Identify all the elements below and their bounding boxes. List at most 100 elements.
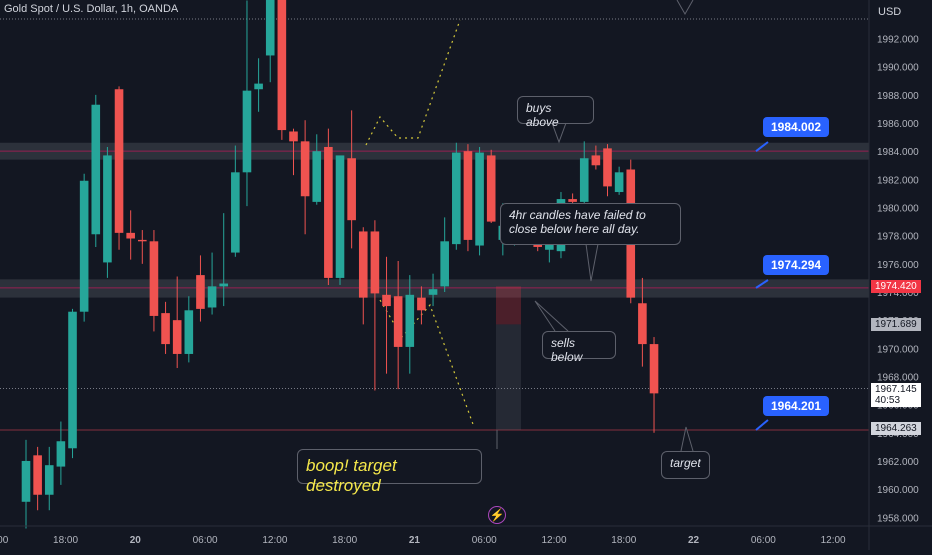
candle-body [254, 83, 263, 90]
x-tick-label: 12:00 [0, 535, 9, 546]
x-tick-label: 12:00 [821, 535, 846, 546]
top-pointer [676, 0, 694, 16]
y-tick-label: 1990.000 [877, 63, 919, 74]
candle-body [417, 297, 426, 311]
candle-body [44, 465, 54, 495]
x-tick-label: 18:00 [53, 535, 78, 546]
sells-below-pointer [534, 300, 569, 332]
candles-note-callout[interactable]: 4hr candles have failed to close below h… [500, 203, 681, 245]
candle-body [33, 455, 42, 495]
candle-body [277, 0, 287, 131]
candle-body [161, 313, 170, 345]
sells-below-callout[interactable]: sells below [542, 331, 616, 364]
y-tick-label: 1962.000 [877, 457, 919, 468]
x-tick-label: 21 [409, 535, 421, 546]
candle-body [68, 311, 77, 449]
candle-body [324, 146, 333, 278]
x-tick-label: 20 [130, 535, 142, 546]
candle-body [21, 460, 31, 502]
currency-label[interactable]: USD [878, 6, 902, 18]
candle-body [405, 294, 415, 347]
bullish-path [365, 19, 461, 146]
candle-body [475, 152, 484, 246]
x-tick-label: 06:00 [751, 535, 776, 546]
x-tick-label: 12:00 [541, 535, 566, 546]
price-badge-1964: 1964.263 [871, 422, 921, 435]
candle-body [114, 89, 124, 233]
candle-body [219, 283, 229, 287]
level-zone [0, 279, 869, 298]
y-tick-label: 1978.000 [877, 232, 919, 243]
level-tag-1974[interactable]: 1974.294 [763, 255, 830, 275]
candle-body [382, 294, 391, 307]
y-tick-label: 1974.000 [877, 288, 919, 299]
lightning-icon[interactable]: ⚡ [488, 506, 506, 524]
bearish-path [379, 299, 475, 428]
boop-callout[interactable]: boop! target destroyed [297, 449, 482, 495]
chart-title: Gold Spot / U.S. Dollar, 1h, OANDA [4, 3, 179, 15]
level-tag-1964[interactable]: 1964.201 [763, 396, 830, 416]
y-tick-label: 1960.000 [877, 485, 919, 496]
buys-above-callout[interactable]: buys above [517, 96, 594, 129]
candle-body [638, 303, 647, 345]
candle-body [242, 90, 252, 173]
candle-body [149, 241, 159, 316]
candle-body [79, 180, 89, 312]
y-tick-label: 1984.000 [877, 147, 919, 158]
candle-body [347, 158, 356, 221]
candle-body [545, 242, 554, 250]
candle-body [265, 0, 275, 56]
candle-body [568, 199, 577, 202]
candle-body [126, 232, 135, 239]
candle-body [300, 141, 310, 197]
candle-body [312, 151, 322, 202]
y-tick-label: 1982.000 [877, 175, 919, 186]
x-tick-label: 06:00 [472, 535, 497, 546]
candle-body [393, 296, 403, 347]
x-tick-label: 12:00 [262, 535, 287, 546]
level-tag-1984[interactable]: 1984.002 [763, 117, 830, 137]
y-tick-label: 1988.000 [877, 91, 919, 102]
level-tag-connector [755, 279, 769, 289]
y-tick-label: 1970.000 [877, 344, 919, 355]
candle-body [463, 151, 473, 240]
candle-body [103, 155, 112, 263]
y-tick-label: 1968.000 [877, 372, 919, 383]
current-price-badge: 1967.145 40:53 [871, 383, 921, 407]
candle-body [591, 155, 601, 166]
candle-body [231, 172, 240, 253]
candle-body [184, 310, 194, 354]
candle-body [614, 172, 624, 193]
candle-body [335, 155, 345, 278]
candle-body [603, 148, 612, 187]
level-tag-connector [755, 419, 769, 431]
y-tick-label: 1980.000 [877, 204, 919, 215]
candle-body [649, 344, 659, 394]
candle-body [486, 155, 496, 222]
buys-above-pointer [551, 122, 567, 144]
current-price-value: 1967.145 [875, 384, 917, 395]
price-badge-1974: 1974.420 [871, 280, 921, 293]
candle-body [172, 320, 182, 354]
candle-body [452, 152, 461, 245]
price-badge-1971: 1971.689 [871, 318, 921, 331]
candle-body [370, 231, 380, 294]
stop-zone [496, 286, 521, 325]
x-tick-label: 18:00 [611, 535, 636, 546]
candle-body [196, 275, 205, 309]
target-callout[interactable]: target [661, 451, 710, 479]
y-tick-label: 1976.000 [877, 260, 919, 271]
candle-body [289, 131, 298, 142]
x-tick-label: 18:00 [332, 535, 357, 546]
y-tick-label: 1992.000 [877, 35, 919, 46]
target-pointer [680, 426, 694, 452]
candle-body [579, 158, 589, 202]
candle-body [91, 104, 101, 235]
bar-countdown: 40:53 [875, 395, 901, 406]
candle-body [358, 231, 368, 298]
candle-body [138, 239, 147, 242]
candles-note-pointer [585, 243, 599, 282]
y-tick-label: 1958.000 [877, 513, 919, 524]
x-tick-label: 22 [688, 535, 700, 546]
